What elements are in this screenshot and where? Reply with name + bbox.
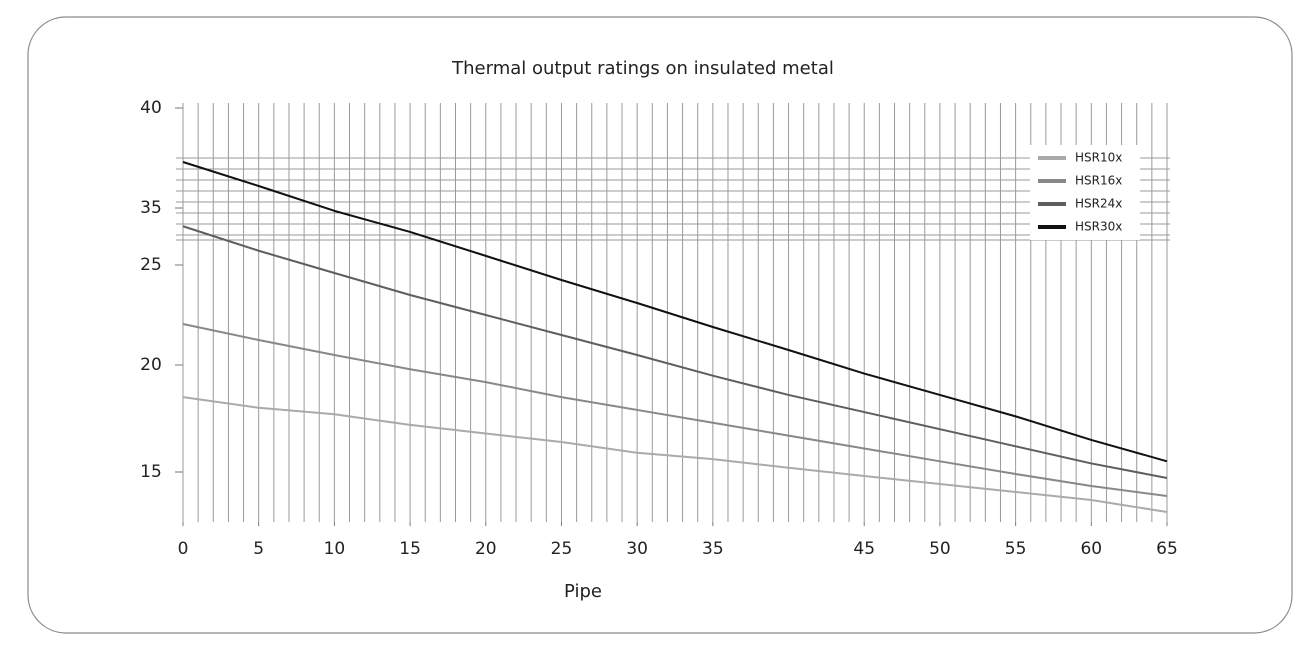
x-tick-label: 10 [324, 539, 346, 559]
x-tick-label: 0 [178, 539, 189, 559]
x-tick-label: 5 [253, 539, 264, 559]
legend-label: HSR16x [1075, 174, 1122, 188]
legend-label: HSR10x [1075, 151, 1122, 165]
legend-label: HSR24x [1075, 197, 1122, 211]
x-tick-label: 15 [399, 539, 421, 559]
legend: HSR10x HSR16x HSR24x HSR30x [1030, 145, 1140, 240]
plot [182, 161, 1168, 513]
y-tick-label: 15 [140, 462, 162, 482]
y-tick-label: 40 [140, 98, 162, 118]
x-tick-label: 60 [1080, 539, 1102, 559]
series-line [182, 323, 1168, 497]
series-line [182, 225, 1168, 479]
legend-label: HSR30x [1075, 220, 1122, 234]
x-tick-label: 45 [853, 539, 875, 559]
x-tick-label: 65 [1156, 539, 1178, 559]
x-tick-label: 35 [702, 539, 724, 559]
card [27, 16, 1293, 634]
x-axis-label: Pipe [564, 581, 602, 602]
x-tick-label: 25 [551, 539, 573, 559]
y-tick-label: 20 [140, 355, 162, 375]
x-tick-label: 50 [929, 539, 951, 559]
chart-title: Thermal output ratings on insulated meta… [451, 58, 834, 79]
x-tick-label: 55 [1005, 539, 1027, 559]
y-tick-label: 25 [140, 255, 162, 275]
series-line [182, 396, 1168, 513]
legend-box [1030, 145, 1140, 240]
x-tick-label: 30 [626, 539, 648, 559]
x-tick-label: 20 [475, 539, 497, 559]
series-line [182, 161, 1168, 463]
y-tick-label: 35 [140, 198, 162, 218]
